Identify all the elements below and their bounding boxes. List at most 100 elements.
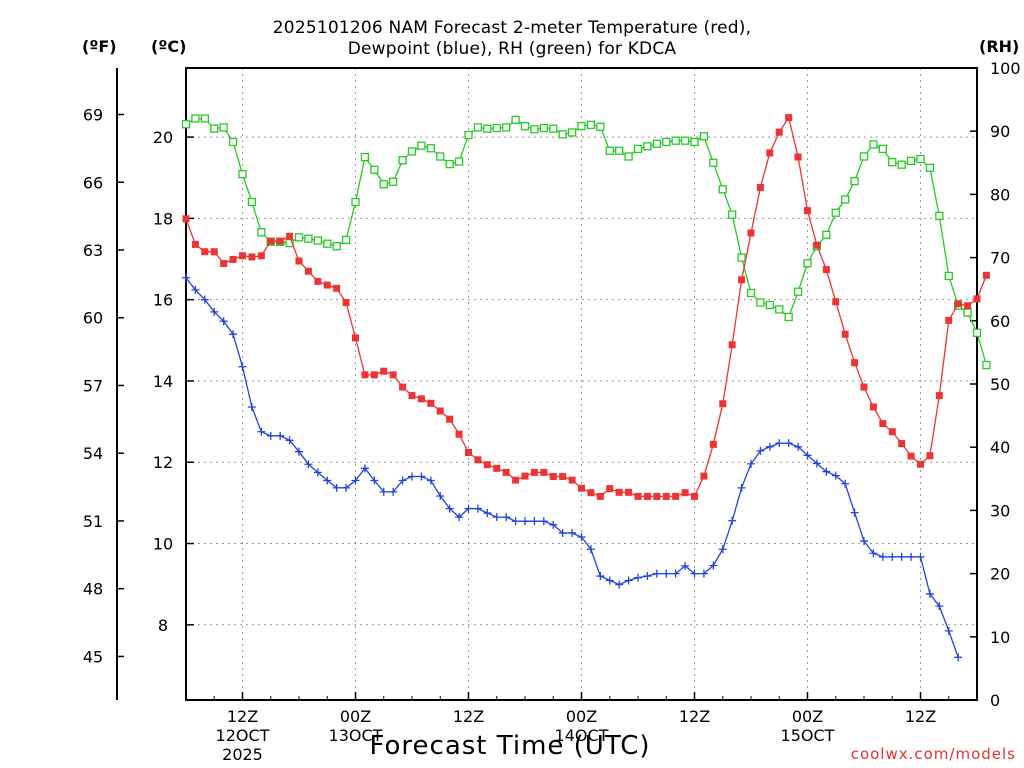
chart-title-line-1: 2025101206 NAM Forecast 2-meter Temperat… — [272, 18, 752, 38]
rh-point — [398, 156, 407, 165]
temperature-point — [220, 259, 228, 267]
temperature-point — [474, 456, 482, 464]
rh-point — [850, 176, 859, 186]
dewpoint-point — [332, 483, 341, 492]
dewpoint-point — [182, 273, 190, 282]
rh-point — [257, 228, 266, 237]
dewpoint-point — [878, 552, 887, 561]
temperature-point — [898, 440, 906, 448]
rh-point — [982, 360, 991, 370]
dewpoint-point — [596, 572, 605, 581]
temperature-point — [785, 114, 793, 122]
temperature-point — [888, 428, 896, 436]
dewpoint-point — [408, 472, 416, 481]
fahrenheit-tick-label: 66 — [83, 173, 103, 192]
dewpoint-point — [577, 533, 586, 542]
rh-point — [341, 235, 351, 245]
rh-point — [586, 120, 596, 130]
rh-point — [643, 142, 652, 151]
rh-point — [841, 195, 850, 204]
temperature-point — [945, 316, 953, 324]
rh-point — [445, 159, 454, 169]
x-tick-label: 2025 — [222, 745, 263, 764]
rh-tick-label: 60 — [990, 312, 1010, 331]
temperature-point — [822, 266, 830, 274]
dewpoint-point — [200, 295, 209, 304]
rh-point — [332, 242, 341, 251]
dewpoint-point — [586, 545, 595, 554]
dewpoint-point — [925, 589, 934, 598]
temperature-point — [380, 367, 388, 375]
dewpoint-point — [426, 476, 435, 485]
rh-point — [549, 124, 558, 133]
dewpoint-point — [521, 517, 529, 526]
temperature-point — [653, 492, 661, 500]
rh-point — [577, 121, 586, 131]
rh-point — [181, 120, 191, 129]
dewpoint-point — [379, 487, 388, 496]
fahrenheit-tick-label: 69 — [83, 106, 103, 125]
dewpoint-point — [935, 602, 944, 611]
rh-point — [775, 305, 784, 314]
rh-point — [888, 158, 897, 167]
rh-point — [605, 146, 614, 155]
dewpoint-point — [624, 576, 633, 585]
rh-point — [690, 137, 699, 147]
rh-point — [492, 123, 501, 133]
temperature-point — [935, 392, 943, 400]
dewpoint-point — [502, 513, 511, 522]
temperature-point — [323, 281, 331, 289]
temperature-point — [257, 252, 265, 260]
rh-point — [200, 114, 209, 123]
rh-point — [464, 130, 473, 140]
temperature-point — [483, 461, 491, 469]
dewpoint-point — [775, 439, 784, 448]
fahrenheit-tick-label: 60 — [83, 309, 103, 328]
dewpoint-point — [681, 561, 690, 570]
temperature-point — [738, 276, 746, 284]
dewpoint-point — [351, 476, 360, 485]
temperature-point — [841, 330, 849, 338]
rh-point — [379, 180, 388, 189]
temperature-point — [625, 488, 633, 496]
dewpoint-point — [539, 517, 548, 526]
temperature-point — [549, 472, 557, 480]
temperature-point — [917, 460, 924, 468]
temperature-point — [662, 492, 670, 500]
dewpoint-point — [888, 552, 897, 561]
x-axis-title: Forecast Time (UTC) — [369, 731, 651, 761]
temperature-point — [455, 430, 463, 438]
rh-point — [746, 288, 756, 298]
x-tick-label: 15OCT — [781, 726, 835, 745]
rh-point — [389, 177, 398, 186]
rh-axis-label: (RH) — [979, 37, 1020, 56]
temperature-point — [964, 302, 972, 310]
temperature-point — [304, 267, 312, 275]
temperature-point — [559, 472, 567, 480]
rh-tick-label: 30 — [990, 501, 1010, 520]
dewpoint-point — [266, 431, 275, 440]
temperature-point — [276, 237, 284, 245]
rh-point — [473, 123, 483, 132]
x-tick-label: 12Z — [227, 707, 258, 726]
temperature-point — [267, 237, 275, 245]
rh-point — [897, 160, 906, 169]
rh-point — [567, 128, 577, 137]
celsius-axis-label: (ºC) — [151, 37, 187, 56]
temperature-point — [427, 399, 435, 407]
rh-point — [351, 197, 360, 207]
temperature-point — [191, 240, 199, 248]
temperature-point — [709, 440, 717, 448]
dewpoint-point — [370, 476, 379, 485]
rh-point — [191, 114, 200, 123]
rh-point — [530, 125, 539, 134]
rh-point — [662, 137, 671, 147]
dewpoint-point — [690, 569, 699, 578]
rh-point — [219, 123, 228, 132]
rh-point — [756, 298, 765, 307]
temperature-point — [295, 257, 303, 265]
rh-tick-label: 90 — [990, 122, 1010, 141]
dewpoint-point — [360, 464, 369, 473]
temperature-point — [568, 476, 576, 484]
rh-point — [652, 139, 661, 148]
